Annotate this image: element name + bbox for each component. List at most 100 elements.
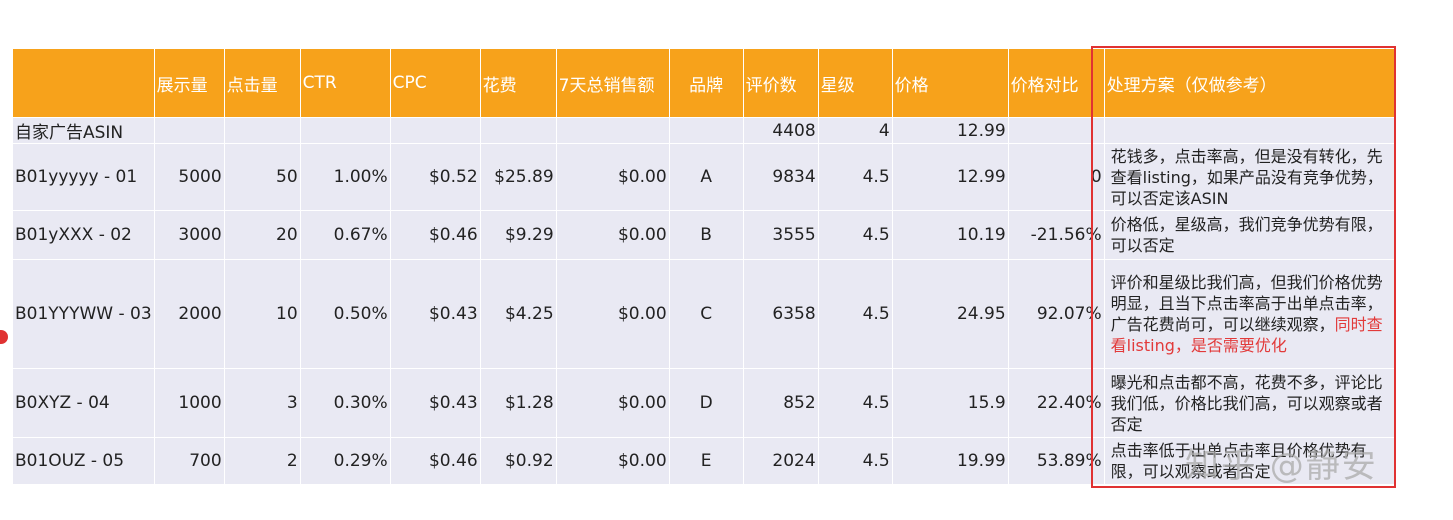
table-row: B01OUZ - 05 700 2 0.29% $0.46 $0.92 $0.0… — [12, 437, 1395, 485]
cell-price: 15.9 — [891, 368, 1009, 438]
cell-stars: 4.5 — [817, 259, 893, 369]
table-row: B0XYZ - 04 1000 3 0.30% $0.43 $1.28 $0.0… — [12, 368, 1395, 438]
header-clicks: 点击量 — [223, 48, 301, 118]
solution-text: 评价和星级比我们高，但我们价格优势明显，且当下点击率高于出单点击率，广告花费尚可… — [1110, 273, 1383, 334]
cell-reviews: 2024 — [742, 437, 819, 485]
header-spend: 花费 — [479, 48, 557, 118]
solution-text: 点击率低于出单点击率且价格优势有限，可以观察或者否定 — [1110, 441, 1367, 481]
cell-reviews: 6358 — [742, 259, 819, 369]
cell-spend: $0.92 — [479, 437, 557, 485]
solution-highlight: 同时查看listing，是否需要优化 — [1110, 315, 1383, 355]
header-stars: 星级 — [817, 48, 893, 118]
cell-price: 19.99 — [891, 437, 1009, 485]
cell-sales: $0.00 — [555, 368, 670, 438]
table-row: B01YYYWW - 03 2000 10 0.50% $0.43 $4.25 … — [12, 259, 1395, 369]
cell-solution: 曝光和点击都不高，花费不多，评论比我们低，价格比我们高，可以观察或者否定 — [1103, 368, 1395, 438]
cell-clicks: 3 — [223, 368, 301, 438]
header-reviews: 评价数 — [742, 48, 819, 118]
cell-brand: D — [668, 368, 744, 438]
cell-price: 12.99 — [891, 143, 1009, 211]
cell-ctr: 0.30% — [299, 368, 391, 438]
cell-cpc — [389, 117, 481, 144]
cell-impressions: 1000 — [153, 368, 225, 438]
cell-asin: B0XYZ - 04 — [12, 368, 155, 438]
solution-text: 曝光和点击都不高，花费不多，评论比我们低，价格比我们高，可以观察或者否定 — [1110, 372, 1383, 434]
cell-brand: A — [668, 143, 744, 211]
cell-price: 24.95 — [891, 259, 1009, 369]
cell-reviews: 4408 — [742, 117, 819, 144]
header-price-compare: 价格对比 — [1007, 48, 1105, 118]
solution-text: 价格低，星级高，我们竞争优势有限，可以否定 — [1110, 215, 1383, 255]
cell-impressions: 700 — [153, 437, 225, 485]
cell-price-compare: 53.89% — [1007, 437, 1105, 485]
cell-cpc: $0.46 — [389, 210, 481, 260]
cell-ctr — [299, 117, 391, 144]
cell-price: 10.19 — [891, 210, 1009, 260]
cell-asin: B01YYYWW - 03 — [12, 259, 155, 369]
cell-cpc: $0.46 — [389, 437, 481, 485]
header-cpc: CPC — [389, 48, 481, 118]
cell-spend: $4.25 — [479, 259, 557, 369]
cell-stars: 4.5 — [817, 437, 893, 485]
cell-clicks: 50 — [223, 143, 301, 211]
watermark: 知乎 @静安 — [1185, 446, 1378, 486]
cell-stars: 4 — [817, 117, 893, 144]
cell-price-compare: 22.40% — [1007, 368, 1105, 438]
cell-cpc: $0.43 — [389, 259, 481, 369]
cell-ctr: 0.29% — [299, 437, 391, 485]
cell-brand — [668, 117, 744, 144]
cell-price-compare: 0 — [1007, 143, 1105, 211]
cell-sales: $0.00 — [555, 437, 670, 485]
cell-impressions — [153, 117, 225, 144]
header-row: 展示量 点击量 CTR CPC 花费 7天总销售额 品牌 评价数 星级 价格 价… — [12, 48, 1395, 118]
cell-clicks: 10 — [223, 259, 301, 369]
annotation-mark — [0, 330, 8, 344]
cell-price-compare: -21.56% — [1007, 210, 1105, 260]
cell-brand: B — [668, 210, 744, 260]
cell-impressions: 5000 — [153, 143, 225, 211]
cell-stars: 4.5 — [817, 143, 893, 211]
cell-solution: 评价和星级比我们高，但我们价格优势明显，且当下点击率高于出单点击率，广告花费尚可… — [1103, 259, 1395, 369]
cell-price-compare: 92.07% — [1007, 259, 1105, 369]
cell-reviews: 852 — [742, 368, 819, 438]
cell-brand: E — [668, 437, 744, 485]
header-sales: 7天总销售额 — [555, 48, 670, 118]
header-ctr: CTR — [299, 48, 391, 118]
cell-clicks — [223, 117, 301, 144]
cell-price-compare — [1007, 117, 1105, 144]
cell-reviews: 3555 — [742, 210, 819, 260]
cell-sales: $0.00 — [555, 143, 670, 211]
header-price: 价格 — [891, 48, 1009, 118]
cell-ctr: 0.50% — [299, 259, 391, 369]
cell-asin: B01yyyyy - 01 — [12, 143, 155, 211]
cell-spend — [479, 117, 557, 144]
cell-impressions: 2000 — [153, 259, 225, 369]
cell-brand: C — [668, 259, 744, 369]
cell-clicks: 20 — [223, 210, 301, 260]
cell-asin: 自家广告ASIN — [12, 117, 155, 144]
cell-ctr: 0.67% — [299, 210, 391, 260]
solution-text: 花钱多，点击率高，但是没有转化，先查看listing，如果产品没有竞争优势，可以… — [1110, 146, 1383, 208]
table-row: B01yXXX - 02 3000 20 0.67% $0.46 $9.29 $… — [12, 210, 1395, 260]
cell-cpc: $0.52 — [389, 143, 481, 211]
cell-sales: $0.00 — [555, 210, 670, 260]
ad-asin-table: 展示量 点击量 CTR CPC 花费 7天总销售额 品牌 评价数 星级 价格 价… — [12, 48, 1395, 485]
cell-sales — [555, 117, 670, 144]
cell-cpc: $0.43 — [389, 368, 481, 438]
header-asin — [12, 48, 155, 118]
cell-price: 12.99 — [891, 117, 1009, 144]
table-row: 自家广告ASIN 4408 4 12.99 — [12, 117, 1395, 144]
cell-ctr: 1.00% — [299, 143, 391, 211]
cell-solution: 点击率低于出单点击率且价格优势有限，可以观察或者否定 — [1103, 437, 1395, 485]
cell-solution — [1103, 117, 1395, 144]
cell-asin: B01OUZ - 05 — [12, 437, 155, 485]
cell-stars: 4.5 — [817, 368, 893, 438]
cell-stars: 4.5 — [817, 210, 893, 260]
cell-spend: $9.29 — [479, 210, 557, 260]
cell-asin: B01yXXX - 02 — [12, 210, 155, 260]
cell-reviews: 9834 — [742, 143, 819, 211]
header-impressions: 展示量 — [153, 48, 225, 118]
header-solution: 处理方案（仅做参考） — [1103, 48, 1395, 118]
cell-spend: $25.89 — [479, 143, 557, 211]
cell-spend: $1.28 — [479, 368, 557, 438]
